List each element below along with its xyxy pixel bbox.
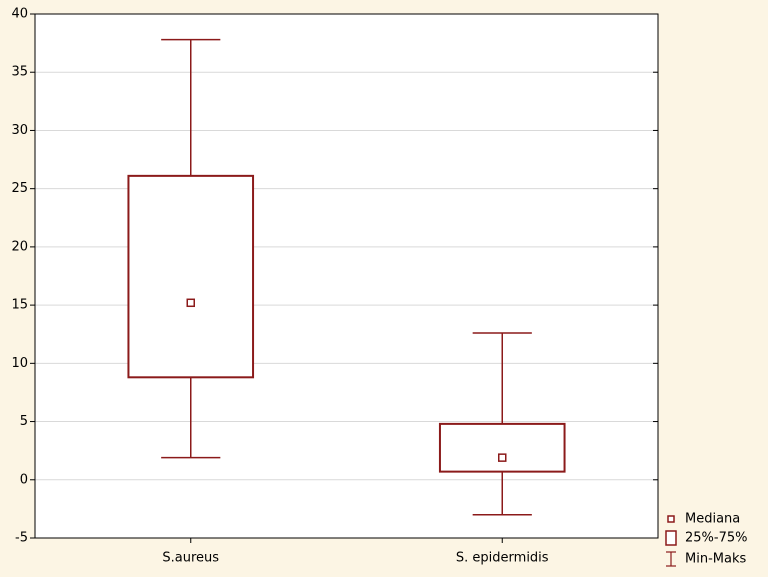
median-marker [186,298,195,308]
y-tick-label: 20 [11,239,28,254]
box [127,174,255,379]
legend-label: Mediana [685,512,740,527]
y-tick-label: 10 [11,356,28,371]
legend-median-icon [667,515,675,523]
x-tick-label: S. epidermidis [456,551,549,566]
plot-frame [34,13,659,539]
legend-label: Min-Maks [685,552,746,567]
x-tick-label: S.aureus [162,551,219,566]
box [438,422,566,473]
y-tick-label: 15 [11,298,28,313]
y-tick-label: -5 [15,531,28,546]
y-tick-label: 30 [11,123,28,138]
median-marker [498,453,507,462]
legend-label: 25%-75% [685,531,747,546]
y-tick-label: 0 [20,472,28,487]
legend-box-icon [665,530,677,546]
y-tick-label: 5 [20,414,28,429]
y-tick-label: 35 [11,65,28,80]
y-tick-label: 25 [11,181,28,196]
y-tick-label: 40 [11,7,28,22]
